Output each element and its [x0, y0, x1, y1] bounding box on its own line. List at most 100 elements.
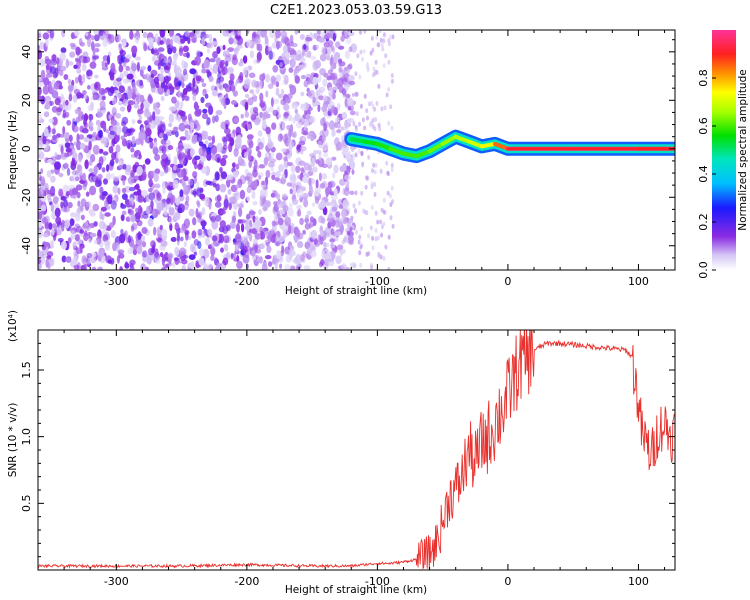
noise-speckle: [351, 92, 355, 97]
noise-speckle: [265, 90, 269, 98]
noise-speckle: [121, 193, 128, 200]
noise-speckle: [390, 73, 394, 78]
noise-speckle: [81, 63, 87, 72]
noise-speckle: [57, 237, 64, 243]
noise-speckle: [173, 77, 179, 88]
noise-speckle: [336, 102, 341, 111]
noise-speckle: [225, 60, 229, 67]
noise-speckle: [354, 71, 358, 77]
noise-speckle: [186, 85, 192, 92]
noise-speckle: [219, 166, 223, 174]
noise-speckle: [334, 237, 339, 242]
noise-speckle: [265, 126, 271, 135]
noise-speckle: [157, 62, 161, 70]
noise-speckle: [335, 54, 339, 64]
noise-speckle: [152, 146, 159, 155]
noise-speckle: [184, 95, 190, 101]
noise-speckle: [265, 169, 271, 179]
noise-speckle: [389, 215, 393, 221]
noise-speckle: [336, 129, 342, 134]
ridge-segment: [479, 141, 497, 149]
noise-speckle: [315, 84, 319, 89]
noise-speckle: [242, 69, 247, 76]
noise-speckle: [265, 242, 270, 247]
noise-speckle: [135, 90, 139, 95]
noise-speckle: [302, 229, 306, 235]
noise-speckle: [322, 95, 328, 102]
ridge-segment: [375, 141, 393, 151]
noise-speckle: [357, 239, 361, 245]
noise-speckle: [286, 182, 292, 187]
noise-speckle: [127, 176, 135, 185]
noise-speckle: [300, 91, 305, 97]
noise-speckle: [288, 248, 295, 257]
noise-speckle: [194, 101, 199, 111]
noise-speckle: [289, 85, 297, 95]
noise-speckle: [188, 208, 195, 217]
noise-speckle: [123, 70, 129, 77]
noise-speckle: [298, 140, 306, 146]
noise-speckle: [315, 159, 320, 165]
noise-speckle: [266, 245, 272, 253]
noise-speckle: [133, 150, 139, 158]
noise-speckle: [179, 189, 184, 198]
noise-speckle: [206, 263, 212, 270]
noise-speckle: [58, 172, 64, 178]
noise-speckle: [82, 73, 86, 84]
noise-speckle: [197, 240, 202, 250]
noise-speckle: [362, 49, 366, 54]
noise-speckle: [285, 97, 290, 104]
noise-speckle: [375, 69, 379, 75]
noise-speckle: [39, 58, 46, 67]
noise-speckle: [127, 89, 133, 100]
noise-speckle: [121, 42, 127, 47]
noise-speckle: [137, 205, 142, 215]
noise-speckle: [109, 130, 116, 136]
noise-speckle: [87, 85, 91, 90]
noise-speckle: [390, 167, 394, 173]
noise-speckle: [276, 41, 280, 50]
noise-speckle: [222, 44, 226, 51]
noise-speckle: [287, 207, 294, 217]
noise-speckle: [220, 171, 228, 180]
noise-speckle: [222, 30, 229, 37]
noise-speckle: [323, 241, 327, 249]
noise-speckle: [258, 209, 262, 215]
noise-speckle: [224, 55, 232, 63]
noise-speckle: [168, 207, 175, 216]
noise-speckle: [201, 113, 209, 120]
noise-speckle: [73, 88, 80, 95]
noise-speckle: [376, 235, 380, 241]
noise-speckle: [74, 234, 80, 242]
noise-speckle: [382, 221, 386, 227]
noise-speckle: [240, 235, 248, 244]
snr-line: [38, 330, 675, 570]
noise-speckle: [190, 33, 197, 43]
noise-speckle: [212, 115, 216, 124]
noise-speckle: [370, 265, 373, 270]
noise-speckle: [338, 58, 343, 64]
noise-speckle: [184, 219, 190, 229]
noise-speckle: [69, 42, 76, 47]
noise-speckle: [101, 95, 106, 101]
noise-speckle: [179, 156, 186, 166]
noise-speckle: [294, 30, 299, 35]
noise-speckle: [122, 178, 126, 186]
noise-speckle: [173, 156, 178, 165]
noise-speckle: [194, 109, 202, 117]
noise-speckle: [331, 172, 336, 179]
noise-speckle: [312, 76, 318, 86]
noise-speckle: [278, 164, 284, 173]
noise-speckle: [374, 59, 378, 65]
noise-speckle: [130, 147, 135, 153]
noise-speckle: [82, 57, 88, 64]
noise-speckle: [123, 62, 127, 68]
noise-speckle: [341, 208, 347, 218]
noise-speckle: [72, 241, 77, 249]
noise-speckle: [85, 191, 90, 197]
noise-speckle: [350, 146, 355, 153]
noise-speckle: [103, 136, 111, 143]
noise-speckle: [227, 188, 232, 195]
noise-speckle: [75, 46, 81, 56]
noise-speckle: [216, 46, 221, 54]
